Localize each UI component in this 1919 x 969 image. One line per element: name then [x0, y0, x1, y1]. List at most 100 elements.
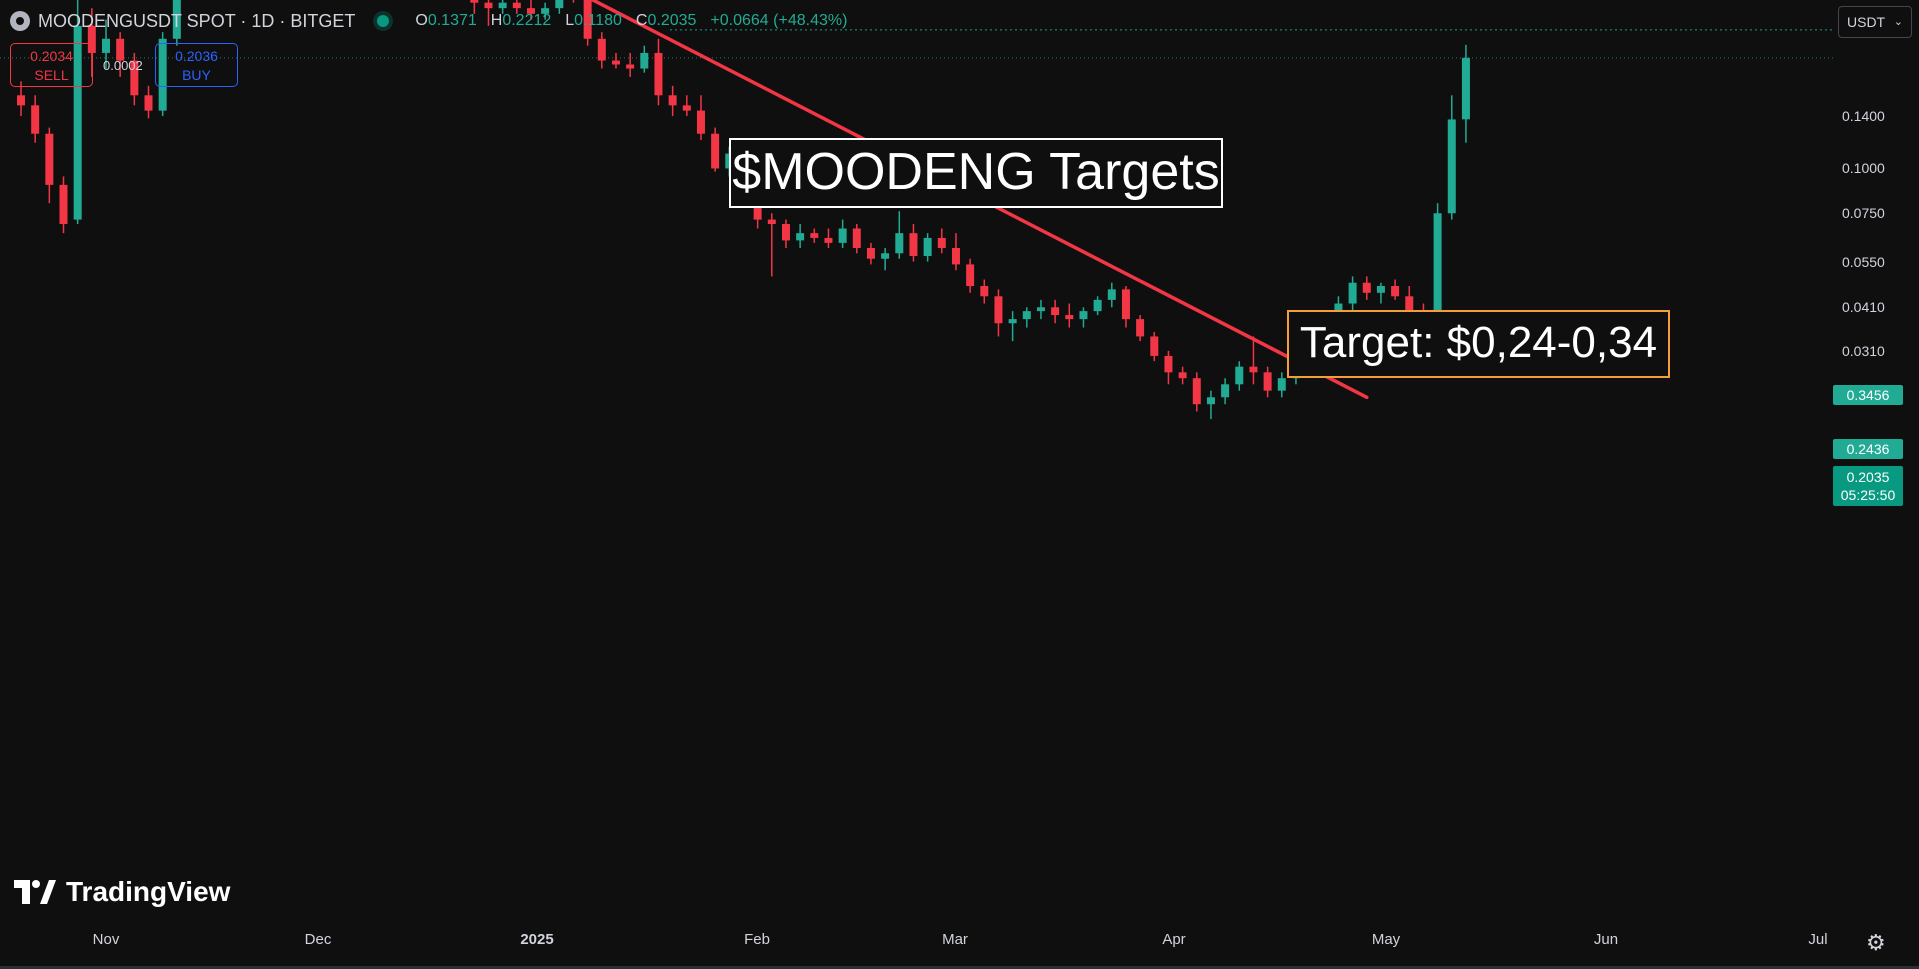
annotation-title[interactable]: $MOODENG Targets	[729, 138, 1223, 208]
candle-body	[895, 233, 904, 254]
symbol-title[interactable]: MOODENGUSDT SPOT · 1D · BITGET	[38, 10, 356, 31]
candle-body	[682, 105, 691, 111]
candle	[852, 223, 861, 254]
candle	[583, 0, 592, 46]
price-tick-label: 0.1000	[1842, 160, 1885, 177]
candle-body	[881, 253, 890, 259]
candle-body	[87, 25, 96, 53]
candle-body	[1164, 355, 1173, 373]
candle	[130, 52, 139, 106]
candle	[1461, 44, 1470, 143]
candle-body	[1405, 296, 1414, 312]
candle	[31, 95, 40, 143]
candle-body	[158, 38, 167, 111]
candle-body	[130, 60, 139, 96]
low-label: L	[565, 12, 575, 29]
candle	[951, 233, 960, 271]
candle-body	[1107, 289, 1116, 300]
candle-body	[1093, 299, 1102, 312]
candle-body	[923, 237, 932, 256]
chart-area[interactable]	[0, 0, 1833, 925]
market-status-icon[interactable]	[377, 15, 390, 27]
candle	[1362, 276, 1371, 300]
candle	[824, 228, 833, 248]
candle	[17, 81, 26, 117]
candle	[1164, 350, 1173, 385]
candle-body	[1206, 397, 1215, 405]
candle-body	[1121, 289, 1130, 320]
candle	[1376, 282, 1385, 304]
gear-icon[interactable]: ⚙	[1866, 930, 1886, 955]
time-axis[interactable]	[0, 925, 1919, 969]
candle	[1192, 372, 1201, 412]
candle-body	[116, 38, 125, 61]
candle-body	[696, 110, 705, 134]
candle	[1249, 336, 1258, 385]
candle-body	[1433, 213, 1442, 320]
candle	[116, 32, 125, 77]
candle-body	[711, 133, 720, 169]
price-tick-label: 0.0750	[1842, 205, 1885, 222]
annotation-target[interactable]: Target: $0,24-0,34	[1287, 310, 1670, 378]
candle	[1008, 311, 1017, 342]
tradingview-logo-icon	[14, 880, 56, 904]
currency-unit-label: USDT	[1847, 14, 1886, 30]
candle-body	[1447, 119, 1456, 214]
candle-body	[144, 95, 153, 111]
candle-body	[172, 0, 181, 39]
candle	[45, 127, 54, 204]
candle-body	[470, 0, 479, 3]
candle	[1136, 315, 1145, 342]
candle-body	[668, 95, 677, 106]
candle	[1178, 366, 1187, 385]
chart-header: MOODENGUSDT SPOT · 1D · BITGET O0.1371 H…	[10, 8, 847, 34]
time-label-apr: Apr	[1162, 931, 1186, 948]
sell-label: SELL	[34, 67, 69, 83]
candle	[144, 85, 153, 119]
target-level-lines	[0, 29, 1833, 59]
chart-canvas[interactable]	[0, 0, 1833, 925]
candle	[682, 95, 691, 117]
candle	[1079, 307, 1088, 328]
symbol-icon[interactable]	[10, 11, 30, 31]
candle-body	[1249, 366, 1258, 373]
candle-body	[1348, 282, 1357, 304]
candle	[541, 2, 550, 20]
candle	[59, 176, 68, 234]
candle	[696, 95, 705, 141]
candle	[1235, 361, 1244, 391]
buy-button[interactable]: 0.2036 BUY	[155, 43, 238, 87]
candle-body	[781, 223, 790, 241]
price-axis[interactable]: USDT ⌄	[1833, 0, 1919, 925]
candle-body	[31, 105, 40, 134]
candle	[881, 247, 890, 271]
candle	[966, 258, 975, 293]
candle	[1065, 303, 1074, 328]
trendline-layer	[589, 0, 1369, 400]
time-label-may: May	[1371, 931, 1401, 948]
currency-unit-select[interactable]: USDT ⌄	[1838, 6, 1912, 38]
high-label: H	[490, 12, 503, 29]
candle	[158, 32, 167, 117]
candle-body	[73, 25, 82, 220]
candle-body	[611, 60, 620, 65]
candle	[1036, 299, 1045, 320]
candle-body	[1178, 372, 1187, 379]
candle-body	[1221, 384, 1230, 398]
candle	[172, 0, 181, 46]
candle	[838, 219, 847, 248]
change-value: +0.0664 (+48.43%)	[710, 12, 848, 29]
sell-price: 0.2034	[30, 48, 73, 64]
candle	[1447, 95, 1456, 220]
sell-button[interactable]: 0.2034 SELL	[10, 43, 93, 87]
candle-body	[1461, 57, 1470, 120]
candle	[1348, 276, 1357, 312]
price-tick-label: 0.0410	[1842, 299, 1885, 316]
candle	[87, 8, 96, 77]
tradingview-logo[interactable]: TradingView	[14, 876, 230, 908]
target-low-tag: 0.2436	[1833, 439, 1903, 459]
candle	[526, 0, 535, 20]
candle-body	[1022, 311, 1031, 320]
candle-body	[1036, 307, 1045, 312]
candle-body	[555, 0, 564, 9]
